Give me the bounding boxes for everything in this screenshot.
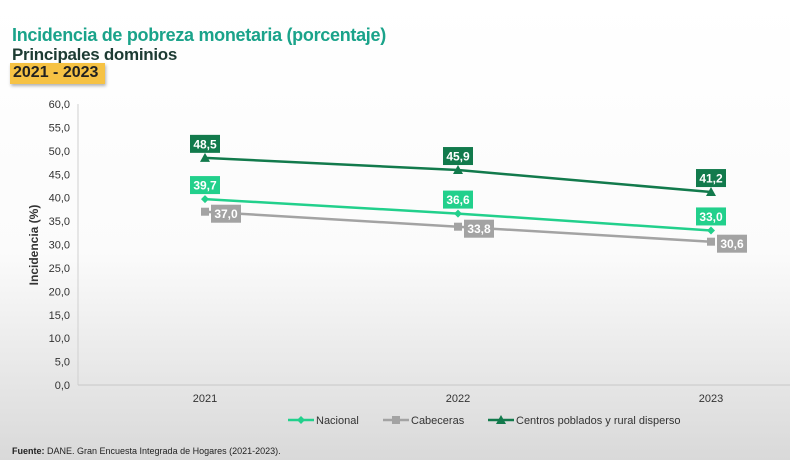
data-label: 41,2 xyxy=(699,172,723,186)
data-label-box xyxy=(696,169,726,188)
data-point xyxy=(201,207,209,216)
y-tick-label: 60,0 xyxy=(49,99,70,111)
data-point xyxy=(706,187,716,197)
y-tick-label: 15,0 xyxy=(49,310,70,322)
data-label: 39,7 xyxy=(193,179,217,193)
data-label: 45,9 xyxy=(446,150,470,164)
data-label-box xyxy=(696,207,726,226)
legend-label: Centros poblados y rural disperso xyxy=(516,415,680,427)
data-point xyxy=(453,165,463,175)
y-tick-label: 35,0 xyxy=(49,216,70,228)
data-point xyxy=(454,222,462,231)
legend-item-cabeceras: Cabeceras xyxy=(383,415,465,427)
source-text: DANE. Gran Encuesta Integrada de Hogares… xyxy=(44,446,281,456)
series-centros-poblados-y-rural-disperso: 48,5 45,9 41,2 xyxy=(190,134,726,197)
data-point xyxy=(454,209,462,218)
series-nacional: 39,7 36,6 33,0 xyxy=(190,176,726,235)
data-label-box xyxy=(464,219,494,238)
data-label: 48,5 xyxy=(193,137,217,151)
legend-label: Cabeceras xyxy=(411,415,465,427)
data-label-box xyxy=(190,176,220,195)
x-tick-label: 2023 xyxy=(699,393,723,405)
data-label-box xyxy=(443,190,473,209)
data-label-box xyxy=(443,147,473,166)
y-tick-label: 10,0 xyxy=(49,333,70,345)
y-tick-label: 45,0 xyxy=(49,169,70,181)
legend-item-nacional: Nacional xyxy=(288,415,359,427)
data-label-box xyxy=(717,234,747,253)
data-label-box xyxy=(190,134,220,153)
y-tick-label: 25,0 xyxy=(49,263,70,275)
data-point xyxy=(201,195,209,204)
y-tick-label: 0,0 xyxy=(55,380,70,392)
chart-title: Incidencia de pobreza monetaria (porcent… xyxy=(12,25,386,45)
data-label: 33,0 xyxy=(699,210,723,224)
y-tick-label: 50,0 xyxy=(49,146,70,158)
source-label: Fuente: xyxy=(12,446,45,456)
legend-item-centros-poblados-y-rural-disperso: Centros poblados y rural disperso xyxy=(488,415,680,427)
data-label: 37,0 xyxy=(214,207,238,221)
data-label-box xyxy=(211,204,241,223)
data-point xyxy=(707,226,715,235)
series-cabeceras: 37,0 33,8 30,6 xyxy=(201,204,747,253)
legend-marker xyxy=(392,416,400,424)
legend-label: Nacional xyxy=(316,415,359,427)
data-label: 33,8 xyxy=(467,222,491,236)
y-axis-label: Incidencia (%) xyxy=(27,205,41,286)
y-tick-label: 5,0 xyxy=(55,357,70,369)
legend-marker xyxy=(297,416,305,424)
data-point xyxy=(200,152,210,162)
data-label: 36,6 xyxy=(446,193,470,207)
x-tick-label: 2022 xyxy=(446,393,470,405)
y-tick-label: 30,0 xyxy=(49,240,70,252)
period-badge: 2021 - 2023 xyxy=(10,63,106,84)
data-point xyxy=(707,237,715,246)
legend-marker xyxy=(496,415,506,424)
y-tick-label: 55,0 xyxy=(49,122,70,134)
y-tick-label: 20,0 xyxy=(49,286,70,298)
data-label: 30,6 xyxy=(720,237,744,251)
chart-subtitle: Principales dominios xyxy=(12,45,177,64)
y-tick-label: 40,0 xyxy=(49,193,70,205)
x-tick-label: 2021 xyxy=(193,393,217,405)
source-note: Fuente: DANE. Gran Encuesta Integrada de… xyxy=(12,446,281,456)
